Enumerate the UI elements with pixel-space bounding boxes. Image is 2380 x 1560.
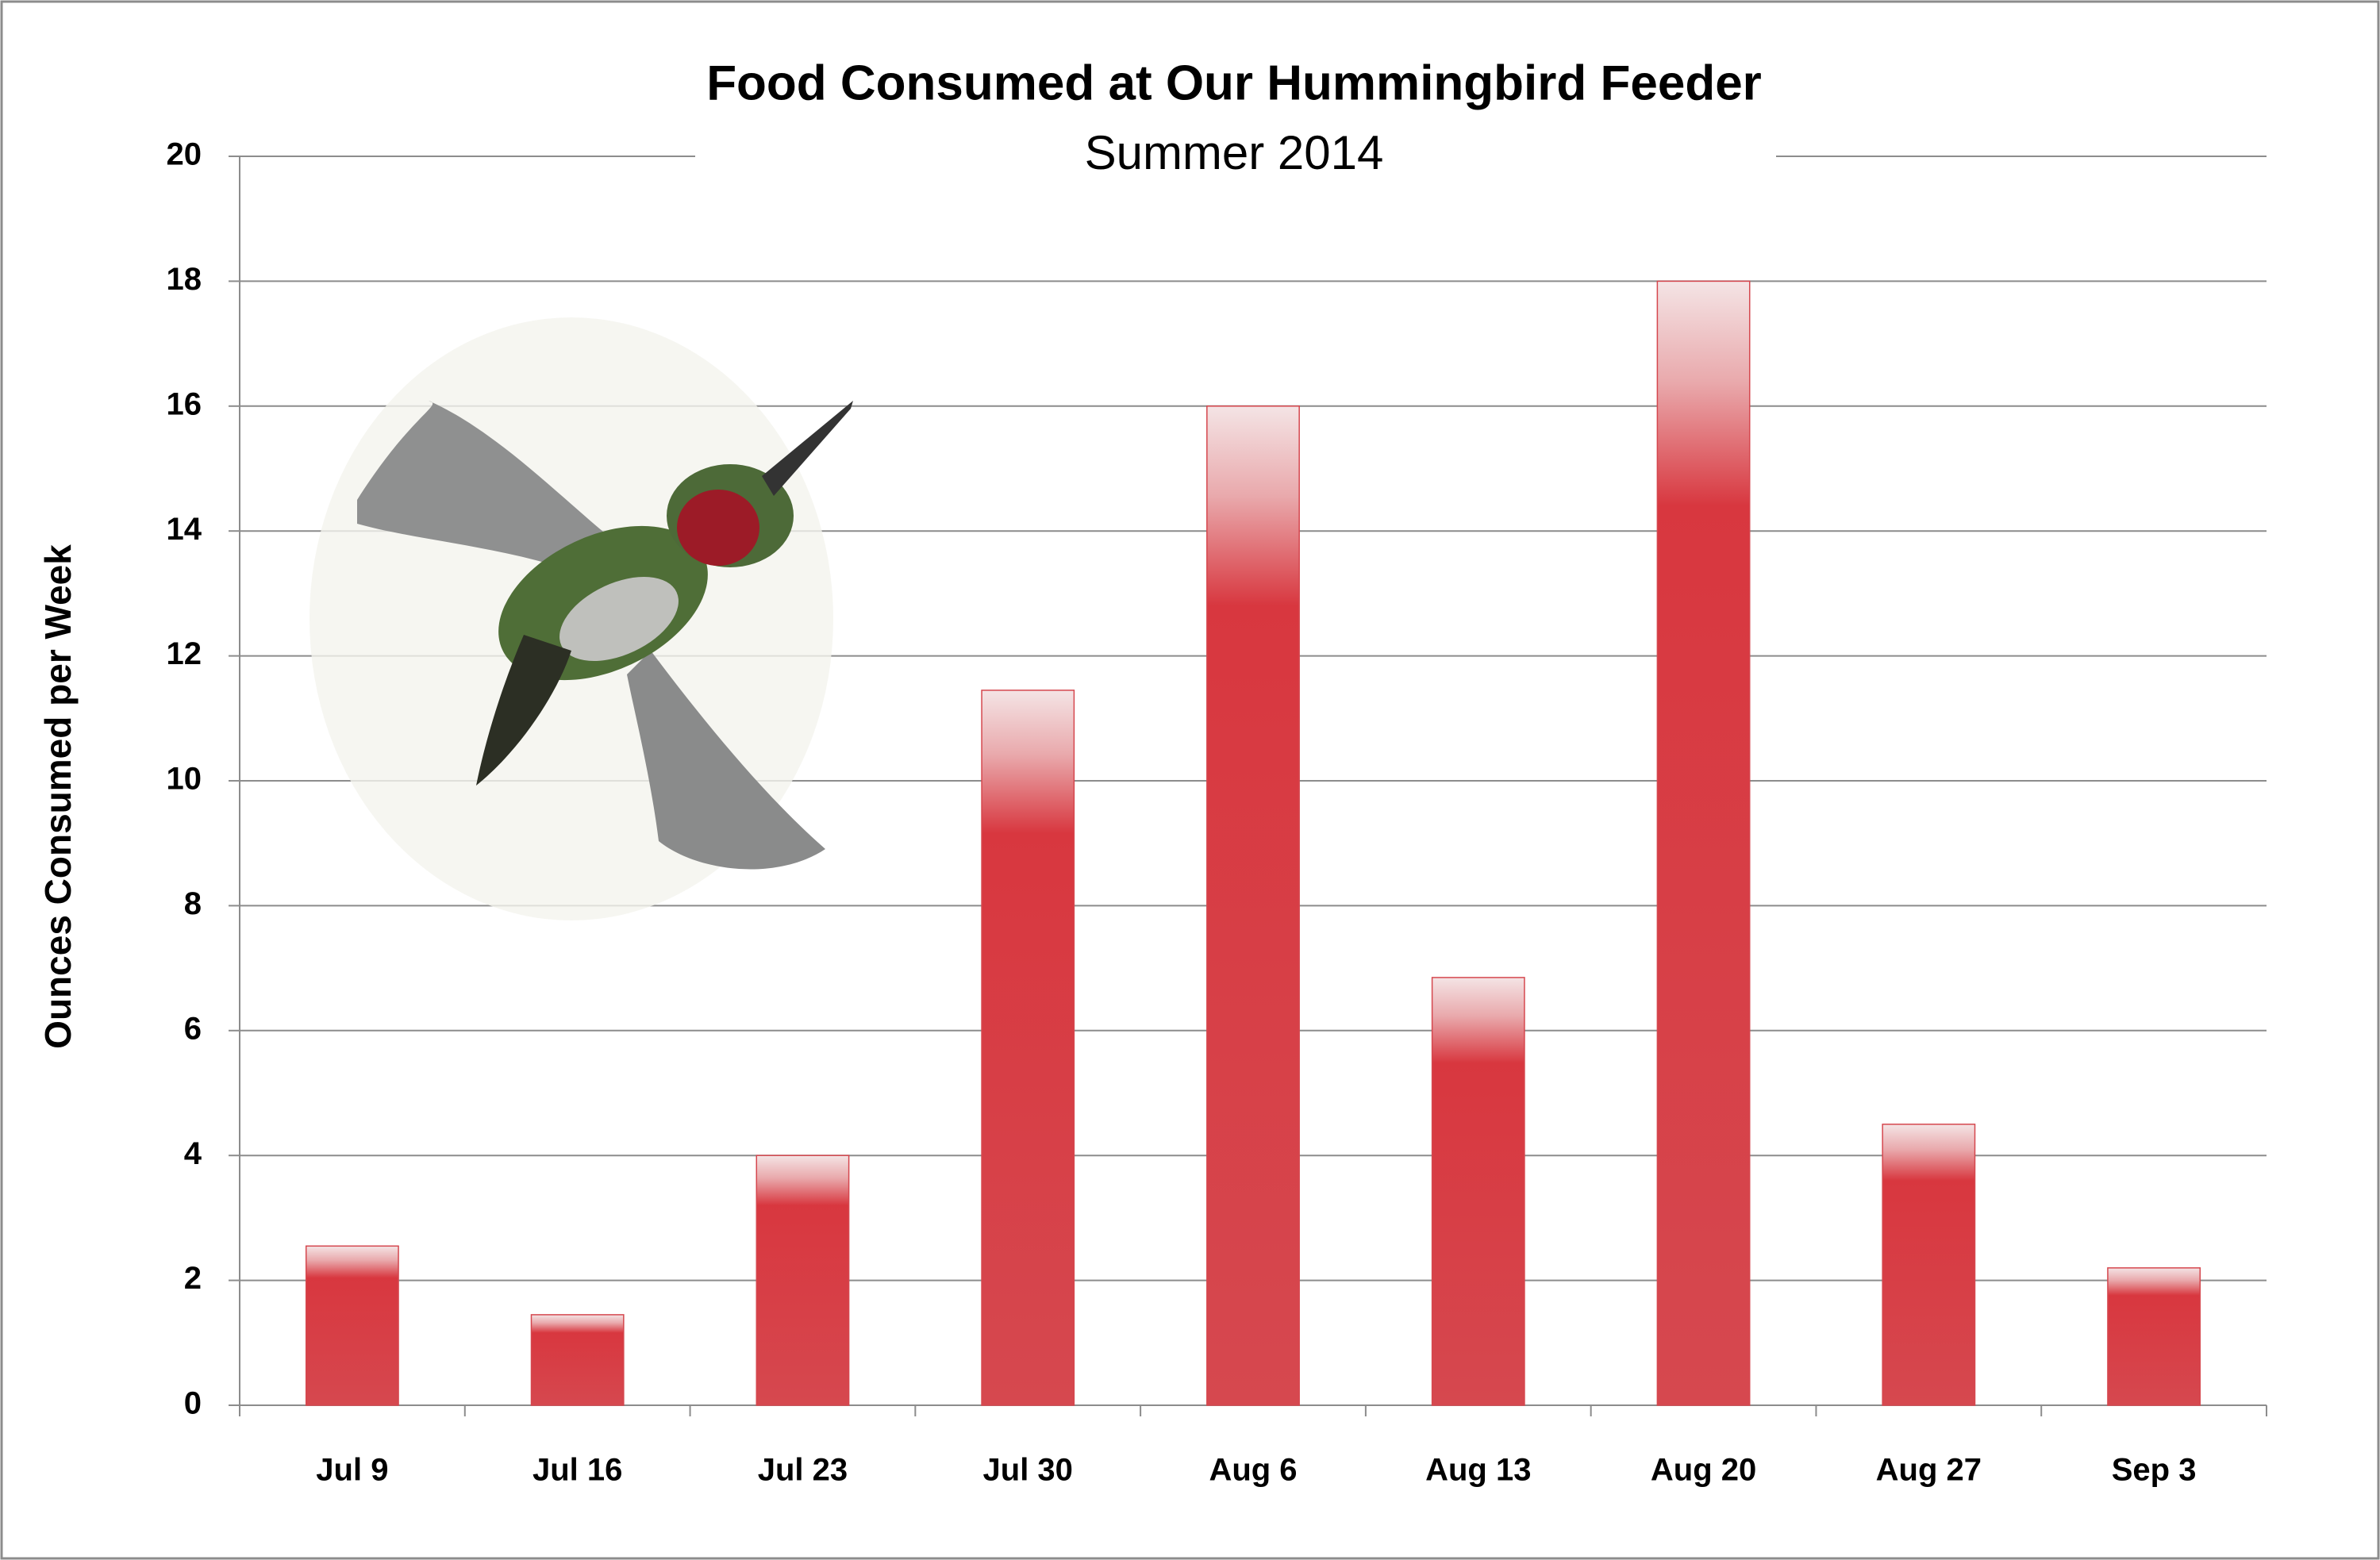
y-tick-label: 18 <box>167 262 202 297</box>
y-tick-label: 2 <box>184 1261 202 1296</box>
bar <box>530 1314 625 1406</box>
chart-subtitle: Summer 2014 <box>1085 126 1384 179</box>
y-axis-label: Ounces Consumed per Week <box>37 544 79 1049</box>
x-tick-label: Jul 23 <box>758 1453 848 1488</box>
y-tick-label: 10 <box>167 762 202 797</box>
x-tick-label: Aug 27 <box>1876 1453 1982 1488</box>
y-tick-label: 12 <box>167 636 202 671</box>
bar <box>1206 405 1300 1406</box>
bar <box>1882 1124 1976 1406</box>
y-tick-label: 8 <box>184 886 202 921</box>
y-tick-label: 4 <box>184 1136 202 1171</box>
bar <box>1656 280 1751 1406</box>
x-tick-label: Jul 30 <box>983 1453 1073 1488</box>
x-tick-label: Aug 20 <box>1651 1453 1756 1488</box>
y-tick-label: 20 <box>167 137 202 172</box>
hummingbird-illustration <box>310 317 853 920</box>
title-backdrop <box>695 119 1776 190</box>
y-tick-label: 14 <box>167 512 202 547</box>
x-tick-label: Sep 3 <box>2112 1453 2197 1488</box>
x-tick-label: Aug 6 <box>1209 1453 1297 1488</box>
y-tick-label: 0 <box>184 1386 202 1421</box>
bar <box>1431 977 1525 1406</box>
x-tick-label: Jul 9 <box>316 1453 388 1488</box>
y-tick-label: 16 <box>167 386 202 421</box>
x-tick-label: Jul 16 <box>533 1453 622 1488</box>
bar <box>305 1245 399 1406</box>
bar <box>756 1155 850 1406</box>
x-tick-label: Aug 13 <box>1425 1453 1531 1488</box>
chart-title: Food Consumed at Our Hummingbird Feeder <box>706 56 1762 110</box>
bar <box>981 690 1075 1406</box>
bar <box>2107 1267 2201 1406</box>
y-tick-label: 6 <box>184 1011 202 1046</box>
